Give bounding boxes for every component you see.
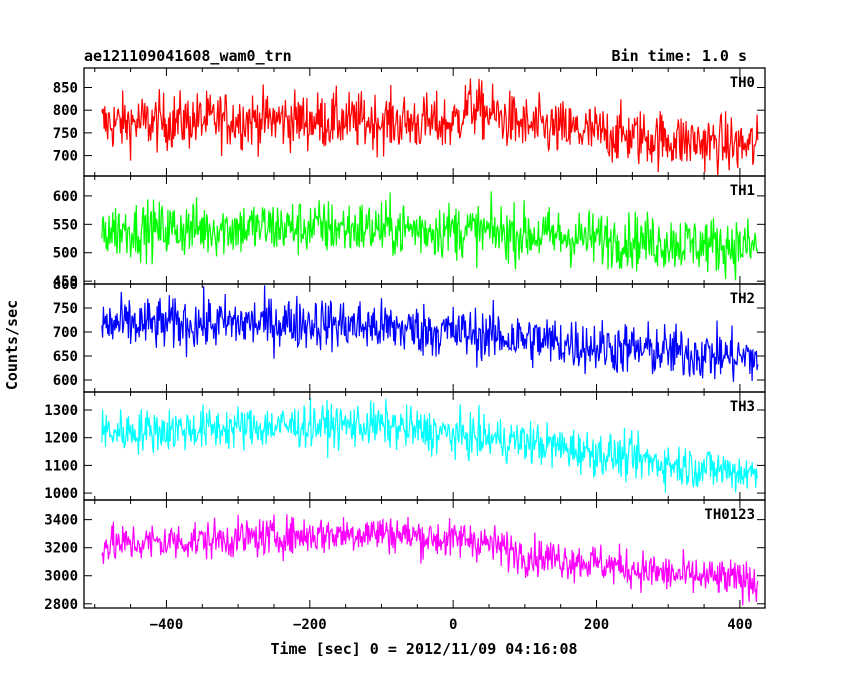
panel-label-th1: TH1	[730, 183, 755, 199]
y-tick-label: 800	[53, 277, 78, 293]
y-tick-label: 850	[53, 81, 78, 97]
y-tick-label: 600	[53, 373, 78, 389]
y-tick-label: 750	[53, 126, 78, 142]
y-tick-label: 1000	[44, 486, 78, 502]
panel-frame	[83, 499, 766, 609]
x-tick-label: −400	[150, 617, 184, 633]
y-tick-label: 650	[53, 349, 78, 365]
x-axis-label: Time [sec] 0 = 2012/11/09 04:16:08	[270, 640, 577, 658]
object-title: ae121109041608_wam0_trn	[84, 47, 292, 65]
series-line-th0	[101, 78, 759, 176]
y-tick-label: 800	[53, 103, 78, 119]
y-axis-label: Counts/sec	[3, 300, 21, 390]
panel-th3: 1000 1100 1200 1300 TH3	[44, 391, 766, 502]
y-tick-label: 550	[53, 217, 78, 233]
panel-label-th0: TH0	[730, 75, 755, 91]
panel-label-th3: TH3	[730, 399, 755, 415]
series-line-th3	[101, 398, 759, 493]
y-tick-label: 750	[53, 301, 78, 317]
series-line-th1	[101, 191, 759, 281]
y-tick-label: 3400	[44, 513, 78, 529]
panel-label-th0123: TH0123	[704, 507, 755, 523]
y-tick-label: 2800	[44, 597, 78, 613]
panel-th2: 600 650 700 750 800 TH2	[53, 277, 766, 393]
panel-th0: 700 750 800 850 TH0	[53, 67, 766, 177]
y-tick-label: 1200	[44, 431, 78, 447]
y-tick-label: 1100	[44, 458, 78, 474]
panel-th1: 450 500 550 600 TH1	[53, 175, 766, 290]
bin-time-label: Bin time: 1.0 s	[612, 47, 747, 65]
y-tick-label: 1300	[44, 403, 78, 419]
y-tick-label: 3200	[44, 541, 78, 557]
x-tick-label: 200	[584, 617, 609, 633]
panel-frame	[83, 391, 766, 501]
y-tick-label: 450	[53, 274, 78, 290]
y-tick-label: 700	[53, 149, 78, 165]
x-tick-label: 0	[449, 617, 457, 633]
series-line-th2	[101, 285, 759, 382]
panel-label-th2: TH2	[730, 291, 755, 307]
x-tick-label: 400	[727, 617, 752, 633]
y-tick-label: 600	[53, 189, 78, 205]
y-tick-label: 500	[53, 246, 78, 262]
panel-th0123: 2800 3000 3200 3400 TH0123	[44, 499, 766, 613]
series-line-th0123	[101, 514, 759, 606]
y-tick-label: 700	[53, 325, 78, 341]
y-tick-label: 3000	[44, 569, 78, 585]
x-tick-label: −200	[293, 617, 327, 633]
